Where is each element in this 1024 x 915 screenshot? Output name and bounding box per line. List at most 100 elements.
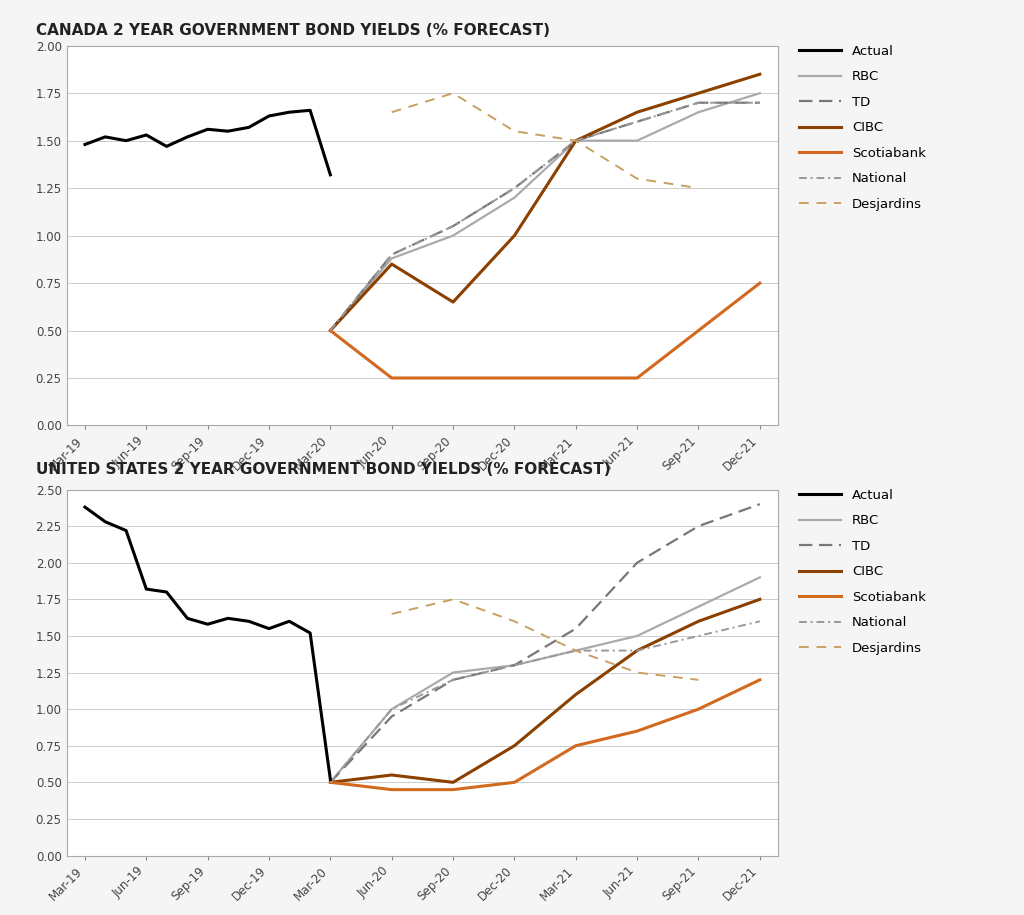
Scotiabank <box>631 726 643 737</box>
Desjardins <box>446 594 459 605</box>
Scotiabank <box>508 777 520 788</box>
CIBC <box>325 777 337 788</box>
Scotiabank <box>446 784 459 795</box>
Scotiabank <box>386 784 398 795</box>
RBC <box>692 107 705 118</box>
Actual <box>222 613 234 624</box>
TD <box>631 557 643 568</box>
Scotiabank <box>386 372 398 383</box>
National <box>754 97 766 108</box>
Scotiabank <box>692 325 705 336</box>
TD <box>446 221 459 231</box>
Desjardins <box>631 667 643 678</box>
Actual <box>140 130 153 141</box>
Actual <box>161 141 173 152</box>
CIBC <box>631 645 643 656</box>
National <box>631 116 643 127</box>
Actual <box>79 139 91 150</box>
Actual <box>222 125 234 136</box>
Desjardins <box>446 88 459 99</box>
TD <box>692 97 705 108</box>
Actual <box>202 124 214 135</box>
Line: RBC: RBC <box>331 577 760 782</box>
Desjardins <box>508 125 520 136</box>
National <box>692 630 705 641</box>
Line: National: National <box>331 102 760 330</box>
Actual <box>99 132 112 143</box>
Scotiabank <box>508 372 520 383</box>
CIBC <box>754 69 766 80</box>
CIBC <box>569 689 582 700</box>
Desjardins <box>386 608 398 619</box>
RBC <box>325 325 337 336</box>
Desjardins <box>569 645 582 656</box>
Scotiabank <box>446 372 459 383</box>
Line: Scotiabank: Scotiabank <box>331 283 760 378</box>
National <box>325 325 337 336</box>
Line: RBC: RBC <box>331 93 760 330</box>
National <box>569 645 582 656</box>
Line: Desjardins: Desjardins <box>392 599 698 680</box>
RBC <box>631 630 643 641</box>
National <box>386 249 398 260</box>
Line: Desjardins: Desjardins <box>392 93 698 188</box>
Scotiabank <box>754 674 766 685</box>
Scotiabank <box>325 777 337 788</box>
Actual <box>181 132 194 143</box>
Actual <box>79 501 91 512</box>
CIBC <box>631 107 643 118</box>
Scotiabank <box>569 372 582 383</box>
Scotiabank <box>631 372 643 383</box>
National <box>446 221 459 231</box>
RBC <box>692 601 705 612</box>
RBC <box>569 135 582 146</box>
Actual <box>120 135 132 146</box>
TD <box>569 135 582 146</box>
RBC <box>386 253 398 264</box>
RBC <box>386 704 398 715</box>
RBC <box>508 660 520 671</box>
Line: Actual: Actual <box>85 507 331 780</box>
Line: Scotiabank: Scotiabank <box>331 680 760 790</box>
Actual <box>263 111 275 122</box>
Actual <box>304 628 316 639</box>
CIBC <box>446 296 459 307</box>
RBC <box>631 135 643 146</box>
Actual <box>120 525 132 536</box>
Actual <box>243 616 255 627</box>
TD <box>508 183 520 194</box>
RBC <box>446 230 459 241</box>
TD <box>325 777 337 788</box>
Actual <box>304 105 316 116</box>
TD <box>754 499 766 510</box>
Actual <box>140 584 153 595</box>
Line: TD: TD <box>331 102 760 330</box>
Line: National: National <box>331 621 760 782</box>
Text: CANADA 2 YEAR GOVERNMENT BOND YIELDS (% FORECAST): CANADA 2 YEAR GOVERNMENT BOND YIELDS (% … <box>36 23 550 38</box>
National <box>325 777 337 788</box>
Actual <box>99 516 112 527</box>
National <box>569 135 582 146</box>
National <box>508 660 520 671</box>
Actual <box>243 122 255 133</box>
RBC <box>754 572 766 583</box>
RBC <box>325 777 337 788</box>
Scotiabank <box>754 277 766 288</box>
CIBC <box>692 88 705 99</box>
National <box>692 97 705 108</box>
National <box>631 645 643 656</box>
TD <box>386 711 398 722</box>
Desjardins <box>692 183 705 194</box>
Desjardins <box>386 107 398 118</box>
CIBC <box>446 777 459 788</box>
TD <box>692 521 705 532</box>
CIBC <box>754 594 766 605</box>
Desjardins <box>569 135 582 146</box>
Scotiabank <box>692 704 705 715</box>
National <box>386 704 398 715</box>
National <box>446 674 459 685</box>
National <box>508 183 520 194</box>
Actual <box>325 774 337 785</box>
Desjardins <box>631 173 643 184</box>
TD <box>386 249 398 260</box>
